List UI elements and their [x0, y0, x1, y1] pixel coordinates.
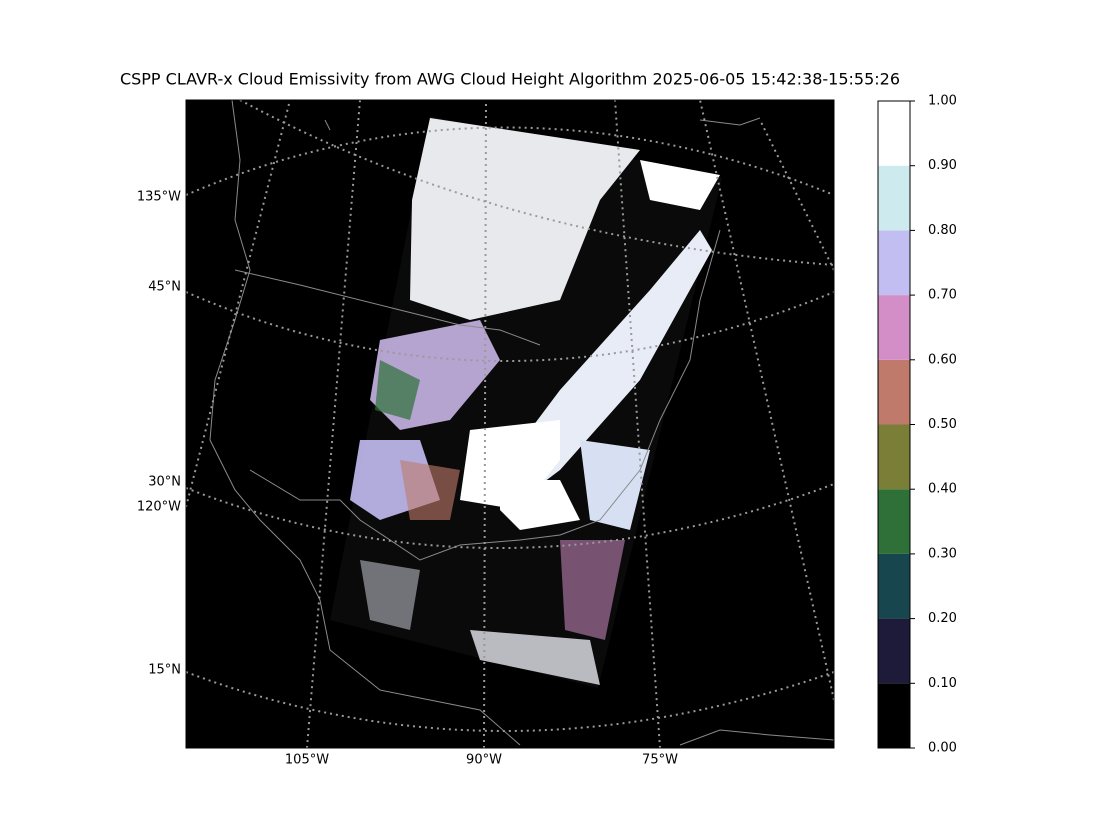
cloud-swath [330, 116, 722, 688]
colorbar-tick-label: 0.50 [928, 417, 957, 432]
colorbar-tick-label: 0.70 [928, 288, 957, 303]
lat-label: 15°N [148, 663, 181, 678]
map-frame [185, 99, 835, 749]
colorbar-segment [878, 165, 910, 231]
lon-label: 135°W [137, 190, 181, 205]
colorbar-segment [878, 101, 910, 166]
colorbar-tick-label: 0.80 [928, 223, 957, 238]
lon-label: 75°W [642, 753, 678, 768]
coastlines [209, 100, 834, 746]
colorbar-tick-label: 1.00 [928, 94, 957, 109]
colorbar-tick-label: 0.20 [928, 611, 957, 626]
colorbar-tick-label: 0.30 [928, 546, 957, 561]
lon-label: 90°W [466, 753, 502, 768]
lat-label: 30°N [148, 475, 181, 490]
colorbar-segment [878, 683, 910, 748]
title: CSPP CLAVR-x Cloud Emissivity from AWG C… [120, 70, 900, 89]
colorbar-segment [878, 489, 910, 554]
colorbar-segment [878, 359, 910, 425]
colorbar-segment [878, 424, 910, 490]
colorbar-tick-label: 0.00 [928, 741, 957, 756]
colorbar-tick-label: 0.10 [928, 676, 957, 691]
colorbar-segment [878, 553, 910, 619]
lon-label: 105°W [285, 753, 329, 768]
map: 135°W 45°N 30°N 120°W 15°N 105°W 90°W 75… [137, 99, 835, 768]
colorbar-segment [878, 295, 910, 360]
colorbar-segment [878, 230, 910, 296]
colorbar-segment [878, 618, 910, 684]
colorbar-tick-label: 0.60 [928, 352, 957, 367]
lat-label: 45°N [148, 280, 181, 295]
colorbar-tick-label: 0.40 [928, 482, 957, 497]
graticule [186, 100, 834, 748]
colorbar: 0.00 0.10 0.20 0.30 0.40 0.50 0.60 0.70 0.80 0.90… [877, 94, 957, 756]
lon-label: 120°W [137, 500, 181, 515]
colorbar-tick-label: 0.90 [928, 158, 957, 173]
